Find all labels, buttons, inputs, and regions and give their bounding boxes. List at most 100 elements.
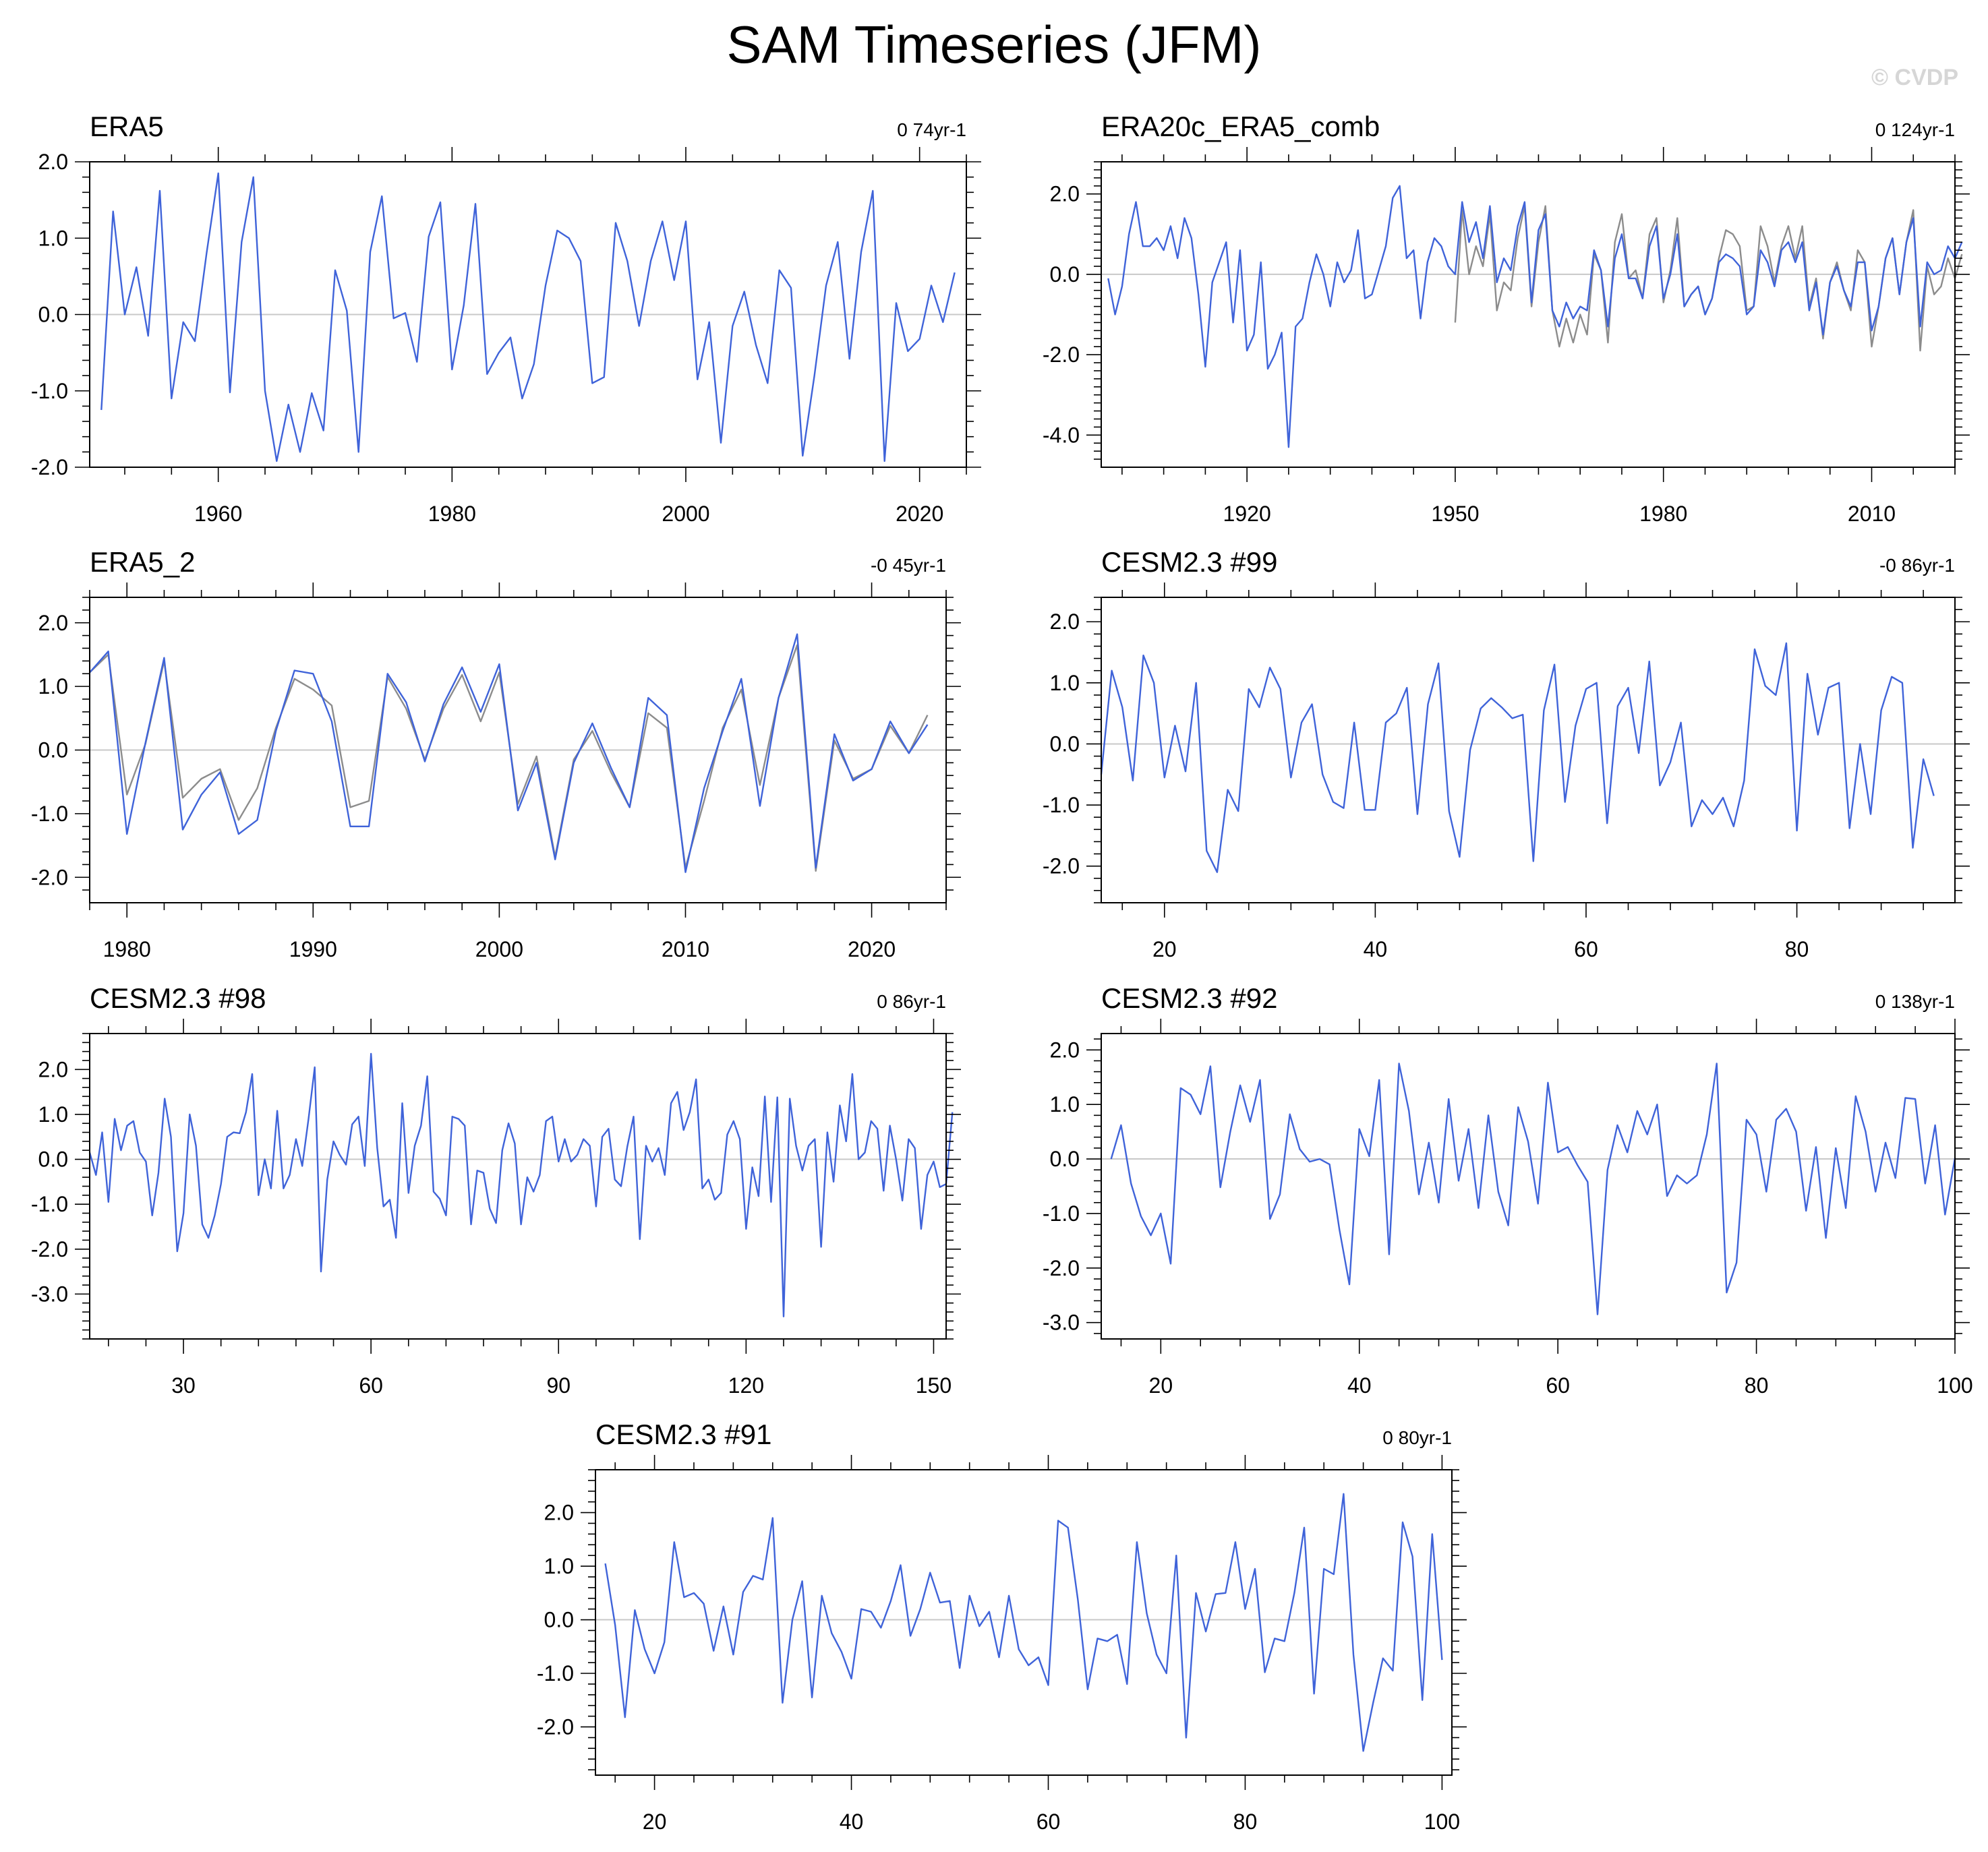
y-tick-label: 1.0 [38, 1102, 68, 1127]
y-tick-label: -2.0 [31, 1237, 68, 1261]
figure-title: SAM Timeseries (JFM) [726, 15, 1262, 74]
y-tick-label: -2.0 [1043, 854, 1080, 878]
series-line [1107, 185, 1963, 448]
trend-label: -0 45yr-1 [871, 555, 946, 576]
y-tick-label: -2.0 [31, 865, 68, 889]
series-line [100, 172, 956, 462]
y-tick-label: 0.0 [38, 303, 68, 327]
y-tick-label: -2.0 [1043, 1256, 1080, 1280]
y-tick-label: 2.0 [544, 1501, 574, 1525]
trend-label: 0 74yr-1 [897, 119, 966, 140]
y-tick-label: 1.0 [38, 674, 68, 698]
chart-panel: CESM2.3 #98 0 86yr-1 -3.0 -2.0 -1.0 0.0 1.0 2.0… [31, 982, 961, 1398]
y-tick-label: -1.0 [1043, 793, 1080, 817]
x-tick-label: 2020 [896, 502, 943, 526]
x-tick-label: 150 [916, 1373, 952, 1398]
x-tick-label: 1920 [1223, 502, 1271, 526]
x-tick-label: 30 [171, 1373, 196, 1398]
x-tick-label: 20 [1149, 1373, 1173, 1398]
panel-title: CESM2.3 #91 [595, 1418, 771, 1450]
y-tick-label: -1.0 [31, 802, 68, 826]
x-tick-label: 80 [1785, 937, 1809, 961]
watermark: © CVDP [1871, 65, 1958, 90]
x-tick-label: 90 [546, 1373, 571, 1398]
series-line [604, 1493, 1443, 1752]
x-tick-label: 100 [1937, 1373, 1972, 1398]
x-tick-label: 1980 [1639, 502, 1687, 526]
y-tick-label: 2.0 [38, 1057, 68, 1081]
x-tick-label: 1980 [428, 502, 476, 526]
x-tick-label: 80 [1745, 1373, 1769, 1398]
x-tick-label: 2010 [1848, 502, 1896, 526]
y-tick-label: -2.0 [1043, 342, 1080, 367]
x-tick-label: 60 [1546, 1373, 1570, 1398]
series-line [89, 633, 929, 873]
trend-label: 0 138yr-1 [1875, 991, 1955, 1012]
plot-frame [1101, 597, 1956, 903]
x-tick-label: 1960 [194, 502, 242, 526]
y-tick-label: -2.0 [537, 1714, 574, 1739]
panel-title: CESM2.3 #99 [1101, 546, 1277, 578]
trend-label: 0 80yr-1 [1382, 1427, 1452, 1448]
trend-label: 0 86yr-1 [877, 991, 946, 1012]
y-tick-label: 0.0 [38, 738, 68, 763]
y-tick-label: 0.0 [1050, 1147, 1080, 1171]
reference-series-line [89, 644, 929, 872]
x-tick-label: 2000 [475, 937, 523, 961]
x-tick-label: 60 [359, 1373, 383, 1398]
x-tick-label: 40 [840, 1810, 864, 1834]
y-tick-label: -1.0 [31, 379, 68, 403]
panel-title: ERA5_2 [90, 546, 195, 578]
panel-title: ERA5 [90, 111, 164, 142]
y-tick-label: 2.0 [1050, 1038, 1080, 1062]
plot-frame [595, 1469, 1453, 1776]
panel-title: CESM2.3 #92 [1101, 982, 1277, 1014]
trend-label: 0 124yr-1 [1875, 119, 1955, 140]
x-tick-label: 20 [1152, 937, 1177, 961]
chart-panel: CESM2.3 #92 0 138yr-1 -3.0 -2.0 -1.0 0.0 1.0 2.… [1043, 982, 1973, 1398]
y-tick-label: 1.0 [1050, 671, 1080, 695]
x-tick-label: 1950 [1431, 502, 1479, 526]
plot-frame [1101, 1033, 1956, 1340]
series-line [88, 1052, 954, 1317]
reference-series-line [1454, 205, 1963, 352]
chart-panel: ERA20c_ERA5_comb 0 124yr-1 -4.0 -2.0 0.0 2.0 1… [1043, 111, 1970, 526]
y-tick-label: -1.0 [537, 1661, 574, 1685]
y-tick-label: -3.0 [1043, 1311, 1080, 1335]
x-tick-label: 2020 [848, 937, 896, 961]
y-tick-label: -2.0 [31, 455, 68, 479]
x-tick-label: 60 [1036, 1810, 1061, 1834]
y-tick-label: 2.0 [38, 611, 68, 635]
y-tick-label: -1.0 [1043, 1201, 1080, 1226]
x-tick-label: 1980 [103, 937, 151, 961]
x-tick-label: 2010 [662, 937, 709, 961]
x-tick-label: 40 [1347, 1373, 1372, 1398]
x-tick-label: 60 [1574, 937, 1598, 961]
panel-title: ERA20c_ERA5_comb [1101, 111, 1380, 142]
series-line [1100, 642, 1935, 873]
y-tick-label: 0.0 [1050, 262, 1080, 287]
x-tick-label: 120 [728, 1373, 764, 1398]
y-tick-label: 0.0 [1050, 731, 1080, 756]
y-tick-label: 0.0 [544, 1608, 574, 1632]
plot-frame [1101, 161, 1956, 468]
y-tick-label: -1.0 [31, 1192, 68, 1216]
chart-panel: CESM2.3 #99 -0 86yr-1 -2.0 -1.0 0.0 1.0 2.0 20 4… [1043, 546, 1970, 961]
y-tick-label: -4.0 [1043, 423, 1080, 447]
y-tick-label: 2.0 [1050, 609, 1080, 634]
y-tick-label: 1.0 [1050, 1092, 1080, 1116]
panel-title: CESM2.3 #98 [90, 982, 266, 1014]
x-tick-label: 80 [1233, 1810, 1258, 1834]
x-tick-label: 40 [1364, 937, 1388, 961]
x-tick-label: 20 [643, 1810, 667, 1834]
chart-panel: ERA5 0 74yr-1 -2.0 -1.0 0.0 1.0 2.0 1960 1980 200… [31, 111, 981, 526]
y-tick-label: 0.0 [38, 1147, 68, 1172]
trend-label: -0 86yr-1 [1879, 555, 1955, 576]
chart-panel: CESM2.3 #91 0 80yr-1 -2.0 -1.0 0.0 1.0 2.0 20 40… [537, 1418, 1467, 1834]
y-tick-label: 2.0 [1050, 182, 1080, 206]
chart-panel: ERA5_2 -0 45yr-1 -2.0 -1.0 0.0 1.0 2.0 1980 1990… [31, 546, 961, 961]
x-tick-label: 100 [1424, 1810, 1460, 1834]
x-tick-label: 2000 [662, 502, 709, 526]
y-tick-label: 1.0 [544, 1554, 574, 1578]
x-tick-label: 1990 [289, 937, 337, 961]
